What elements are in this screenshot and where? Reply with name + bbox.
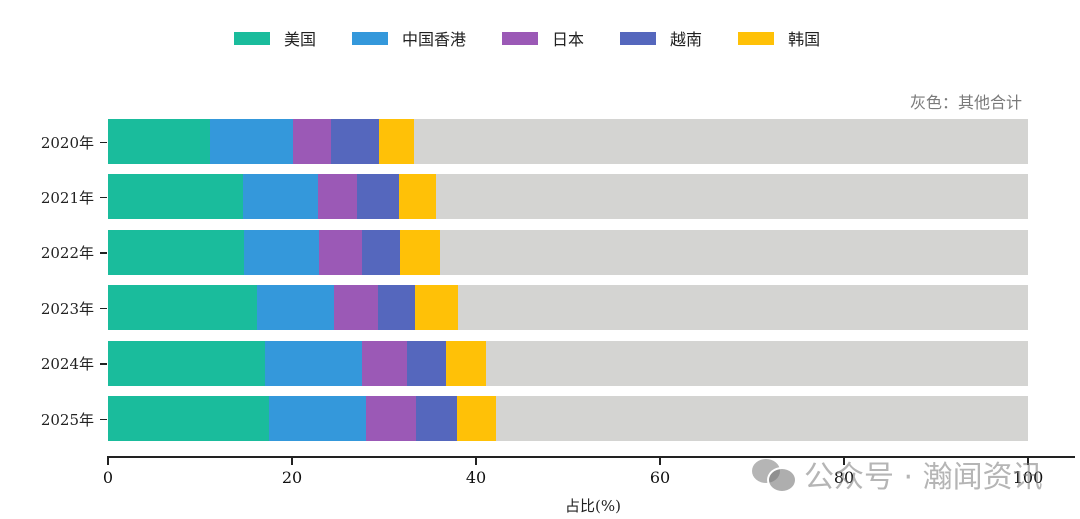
bar-row — [108, 229, 1028, 275]
legend-item: 美国 — [234, 26, 316, 50]
bar-segment — [399, 229, 441, 275]
y-tick — [100, 363, 107, 365]
x-tick-label: 20 — [281, 468, 303, 487]
bar-segment — [210, 119, 293, 164]
x-tick-label: 80 — [833, 468, 855, 487]
legend-item: 日本 — [502, 26, 584, 50]
bar-segment — [244, 229, 319, 275]
x-tick-label: 40 — [465, 468, 487, 487]
x-tick — [291, 457, 293, 465]
legend-label: 日本 — [552, 30, 585, 49]
legend-swatch — [620, 31, 657, 45]
y-tick — [100, 307, 107, 310]
bar-segment — [406, 340, 446, 386]
bar-segment — [361, 229, 400, 275]
y-tick-label: 2022年 — [40, 244, 94, 263]
x-tick-label: 60 — [649, 468, 671, 487]
plot-area — [108, 0, 1028, 460]
wechat-icon — [752, 457, 797, 493]
bar-segment — [318, 229, 362, 275]
y-tick — [100, 141, 107, 143]
legend-swatch — [234, 31, 270, 45]
bar-segment — [486, 340, 1028, 386]
bar-segment — [416, 396, 457, 441]
x-tick — [475, 457, 477, 465]
legend-label: 美国 — [284, 30, 317, 49]
bar-row — [108, 119, 1028, 164]
legend-swatch — [738, 31, 775, 45]
bar-segment — [456, 396, 497, 441]
x-tick-label: 100 — [1012, 468, 1044, 487]
bar-segment — [108, 119, 211, 164]
legend-item: 中国香港 — [352, 26, 466, 50]
x-tick — [107, 457, 109, 465]
bar-segment — [440, 229, 1028, 275]
bar-segment — [257, 285, 335, 331]
legend-label: 越南 — [670, 30, 703, 49]
y-tick-label: 2021年 — [40, 188, 94, 207]
y-tick-label: 2023年 — [40, 299, 94, 318]
bar-segment — [457, 285, 1028, 331]
other-color-note: 灰色：其他合计 — [909, 93, 1022, 112]
y-tick — [100, 252, 107, 254]
bar-segment — [108, 229, 245, 275]
y-tick — [100, 418, 107, 420]
legend-swatch — [352, 31, 389, 45]
x-axis-line — [107, 456, 1075, 458]
x-tick — [1027, 457, 1029, 465]
bar-segment — [292, 119, 331, 164]
bar-segment — [378, 285, 416, 331]
x-tick — [843, 457, 845, 465]
bar-row — [108, 396, 1028, 441]
bar-segment — [265, 340, 362, 386]
y-tick — [100, 196, 107, 199]
legend-label: 韩国 — [788, 30, 821, 49]
bar-segment — [365, 396, 417, 441]
bar-segment — [243, 174, 318, 220]
bar-segment — [414, 119, 1028, 164]
bar-segment — [445, 340, 487, 386]
legend-swatch — [502, 31, 539, 45]
bar-segment — [108, 396, 269, 441]
bar-segment — [415, 285, 458, 331]
bar-segment — [361, 340, 407, 386]
bar-row — [108, 340, 1028, 386]
x-tick-label: 0 — [102, 468, 114, 487]
chart-legend: 美国 中国香港 日本 越南 韩国 — [234, 26, 856, 50]
bar-segment — [108, 174, 244, 220]
bar-segment — [436, 174, 1028, 220]
bar-segment — [398, 174, 437, 220]
bar-segment — [379, 119, 415, 164]
y-tick-label: 2020年 — [40, 133, 94, 152]
x-tick — [659, 457, 661, 465]
y-tick-label: 2025年 — [40, 410, 94, 429]
legend-item: 越南 — [620, 26, 702, 50]
bar-row — [108, 174, 1028, 220]
y-tick-label: 2024年 — [40, 355, 94, 374]
x-axis-label: 占比(%) — [565, 497, 621, 515]
bar-row — [108, 285, 1028, 331]
legend-item: 韩国 — [738, 26, 820, 50]
bar-segment — [317, 174, 358, 220]
legend-label: 中国香港 — [402, 30, 467, 49]
bar-segment — [334, 285, 379, 331]
bar-segment — [108, 340, 266, 386]
bar-segment — [108, 285, 258, 331]
bar-segment — [330, 119, 380, 164]
bar-segment — [269, 396, 366, 441]
bar-segment — [357, 174, 399, 220]
bar-segment — [496, 396, 1028, 441]
